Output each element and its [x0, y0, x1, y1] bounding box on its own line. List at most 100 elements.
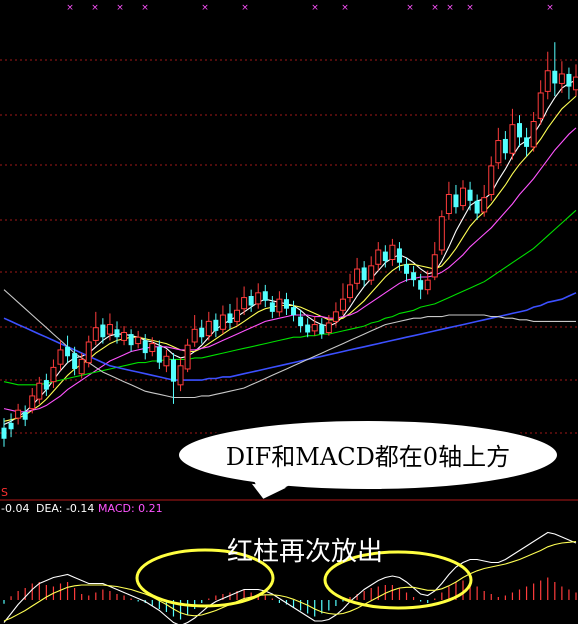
candle-body — [474, 200, 480, 214]
panel-marker: S — [1, 486, 8, 499]
top-marker: × — [91, 3, 99, 13]
candle — [558, 61, 565, 93]
candle-body — [106, 324, 113, 335]
candle — [305, 318, 311, 338]
candle — [128, 329, 134, 352]
candle-body — [396, 248, 402, 263]
candle — [184, 338, 191, 373]
candle — [460, 180, 467, 211]
candle-body — [325, 322, 332, 333]
candle — [474, 194, 480, 220]
candle — [50, 359, 57, 388]
candle-body — [22, 411, 28, 420]
macd-lines — [3, 531, 577, 624]
candle-body — [72, 353, 78, 369]
candle — [467, 181, 473, 211]
candle — [319, 318, 325, 339]
candle — [191, 315, 198, 347]
candle — [78, 353, 85, 379]
candle-body — [78, 358, 85, 375]
candle — [15, 403, 22, 425]
candle-body — [339, 298, 346, 311]
candle-body — [36, 382, 43, 400]
candle-body — [460, 187, 467, 207]
candle-body — [354, 268, 361, 284]
candle-body — [524, 137, 530, 147]
candle-body — [311, 324, 318, 332]
candle-body — [389, 244, 396, 261]
candle-body — [438, 216, 445, 251]
top-marker: × — [466, 3, 474, 13]
top-marker: × — [201, 3, 209, 13]
candle — [332, 302, 339, 327]
top-marker: × — [431, 3, 439, 13]
macd-value: MACD: 0.21 — [98, 502, 163, 515]
annotation-callout: DIF和MACD都在0轴上方 — [177, 419, 559, 502]
candle-body — [255, 292, 262, 305]
candle — [573, 64, 578, 97]
top-marker: × — [116, 3, 124, 13]
moving-average-lines — [3, 79, 577, 426]
candle — [106, 313, 113, 341]
candle-body — [85, 341, 92, 364]
candle-body — [57, 349, 64, 365]
candle-body — [509, 124, 516, 154]
candle — [43, 373, 49, 396]
candle-body — [128, 334, 134, 346]
candle — [121, 326, 128, 346]
top-marker: × — [66, 3, 74, 13]
macd-line-ma_white — [3, 531, 577, 624]
price-grid — [0, 59, 578, 434]
candle — [100, 318, 106, 344]
candle-body — [15, 409, 22, 419]
ma-line-ma_green — [3, 209, 577, 386]
candle-body — [495, 140, 502, 164]
candle-body — [544, 70, 551, 92]
candle — [411, 265, 417, 287]
candle — [283, 292, 289, 316]
candle-body — [276, 298, 283, 313]
candle-body — [431, 254, 438, 278]
candle — [1, 418, 7, 447]
candle — [431, 242, 438, 281]
candle — [418, 273, 424, 300]
candle — [495, 127, 502, 170]
candle — [163, 349, 170, 373]
candle — [552, 42, 558, 97]
candle — [65, 335, 71, 363]
candle — [22, 405, 28, 427]
histogram-note: 红柱再次放出 — [227, 537, 383, 567]
candle-body — [347, 284, 354, 299]
candle — [375, 242, 382, 271]
candle — [241, 286, 248, 316]
candle — [291, 300, 297, 322]
candle — [85, 335, 92, 368]
candle-body — [488, 165, 495, 195]
candle-body — [8, 422, 14, 430]
indicator-header: -0.04 DEA: -0.14 MACD: 0.21 — [1, 502, 163, 515]
candle — [502, 131, 508, 160]
candle-body — [29, 395, 36, 410]
candle — [92, 311, 99, 346]
callout-bubble — [177, 419, 559, 491]
candle — [72, 346, 78, 376]
candle-body — [291, 307, 297, 316]
candle — [311, 316, 318, 336]
candle — [339, 283, 346, 316]
candlesticks — [1, 42, 578, 447]
candle-body — [305, 324, 311, 333]
candle-body — [234, 309, 241, 322]
candle-body — [241, 297, 248, 310]
candle — [36, 376, 43, 404]
candle — [170, 353, 176, 404]
candle — [255, 283, 262, 309]
candle — [219, 305, 226, 335]
candle-body — [283, 299, 289, 309]
candle-body — [205, 320, 212, 337]
candle-body — [517, 123, 523, 138]
candle — [488, 156, 495, 201]
candle-body — [156, 346, 162, 363]
candle — [114, 321, 120, 344]
